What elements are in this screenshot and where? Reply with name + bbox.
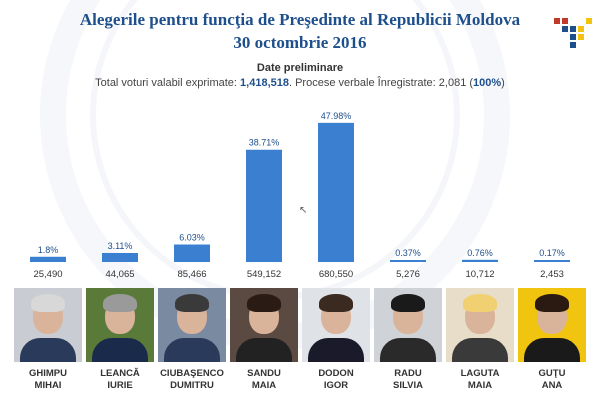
candidate-name-4: DODON IGOR: [301, 368, 371, 392]
candidate-surname: GUŢU: [538, 368, 566, 379]
photo-body: [524, 338, 580, 362]
bar-pct-label-3: 38.71%: [249, 138, 280, 148]
photo-hair: [319, 294, 353, 312]
candidate-photo-3: [230, 288, 298, 362]
candidate-photo-7: [518, 288, 586, 362]
bar-pct-label-0: 1.8%: [38, 245, 59, 255]
bar-5: [390, 260, 426, 262]
results-bar-chart: 1.8% 25,490 3.11% 44,065 6.03% 85,466 38.71% 54…: [30, 111, 570, 280]
reported-pct: 100%: [473, 77, 502, 89]
bar-pct-label-1: 3.11%: [108, 241, 133, 251]
bar-votes-label-5: 5,276: [396, 269, 420, 280]
photo-body: [164, 338, 220, 362]
photo-hair: [535, 294, 569, 312]
candidate-surname: LAGUTA: [460, 368, 500, 379]
candidate-surname: GHIMPU: [29, 368, 67, 379]
candidate-photo-5: [374, 288, 442, 362]
summary-line: Total voturi valabil exprimate: 1,418,51…: [0, 77, 600, 89]
candidate-firstname: SILVIA: [393, 380, 423, 391]
bar-4: [318, 122, 354, 262]
summary-suffix: ): [501, 77, 505, 89]
candidate-surname: SANDU: [247, 368, 281, 379]
candidate-photo-0: [14, 288, 82, 362]
bar-1: [102, 252, 138, 262]
bar-3: [246, 149, 282, 262]
summary-prefix: Total voturi valabil exprimate:: [95, 77, 241, 89]
photo-body: [452, 338, 508, 362]
mouse-cursor-icon: ↖: [299, 205, 308, 216]
candidate-name-2: CIUBAŞENCO DUMITRU: [157, 368, 227, 392]
summary-mid: . Procese verbale Înregistrate: 2,081 (: [288, 77, 474, 89]
candidate-name-5: RADU SILVIA: [373, 368, 443, 392]
candidate-photo-4: [302, 288, 370, 362]
candidate-firstname: IURIE: [107, 380, 133, 391]
candidate-photo-1: [86, 288, 154, 362]
cec-logo-icon: [554, 18, 592, 48]
photo-body: [20, 338, 76, 362]
candidate-surname: DODON: [318, 368, 354, 379]
candidate-firstname: MIHAI: [34, 380, 62, 391]
candidate-photo-6: [446, 288, 514, 362]
photo-body: [236, 338, 292, 362]
photo-body: [308, 338, 364, 362]
bar-pct-label-7: 0.17%: [539, 248, 565, 258]
bar-pct-label-5: 0.37%: [395, 248, 421, 258]
bar-votes-label-7: 2,453: [540, 269, 564, 280]
candidate-name-7: GUŢU ANA: [517, 368, 587, 392]
candidate-surname: RADU: [394, 368, 422, 379]
candidate-name-3: SANDU MAIA: [229, 368, 299, 392]
photo-hair: [175, 294, 209, 312]
total-votes: 1,418,518: [240, 77, 289, 89]
candidate-firstname: MAIA: [251, 380, 277, 391]
candidate-photo-2: [158, 288, 226, 362]
candidate-name-1: LEANCĂ IURIE: [85, 368, 155, 392]
candidate-name-6: LAGUTA MAIA: [445, 368, 515, 392]
bar-votes-label-2: 85,466: [177, 269, 206, 280]
photo-body: [380, 338, 436, 362]
election-date: 30 octombrie 2016: [233, 33, 367, 52]
bar-6: [462, 259, 498, 262]
page-title: Alegerile pentru funcţia de Preşedinte a…: [79, 10, 521, 29]
bar-7: [534, 260, 570, 262]
bar-pct-label-6: 0.76%: [467, 248, 493, 258]
candidate-firstname: ANA: [541, 380, 563, 391]
photo-hair: [391, 294, 425, 312]
bar-votes-label-3: 549,152: [247, 269, 281, 280]
bar-votes-label-6: 10,712: [465, 269, 494, 280]
photo-body: [92, 338, 148, 362]
bar-pct-label-4: 47.98%: [321, 111, 352, 121]
candidate-firstname: IGOR: [323, 380, 349, 391]
bar-votes-label-0: 25,490: [33, 269, 62, 280]
bar-0: [30, 256, 66, 262]
bar-votes-label-1: 44,065: [105, 269, 134, 280]
candidate-name-0: GHIMPU MIHAI: [13, 368, 83, 392]
bar-pct-label-2: 6.03%: [179, 233, 205, 243]
photo-hair: [247, 294, 281, 312]
photo-hair: [31, 294, 65, 312]
candidate-firstname: MAIA: [467, 380, 493, 391]
photo-hair: [463, 294, 497, 312]
bar-votes-label-4: 680,550: [319, 269, 353, 280]
candidate-firstname: DUMITRU: [170, 380, 214, 391]
preliminary-label: Date preliminare: [256, 62, 344, 74]
photo-hair: [103, 294, 137, 312]
candidate-surname: LEANCĂ: [100, 368, 140, 379]
bar-2: [174, 244, 210, 262]
candidate-surname: CIUBAŞENCO: [160, 368, 224, 379]
